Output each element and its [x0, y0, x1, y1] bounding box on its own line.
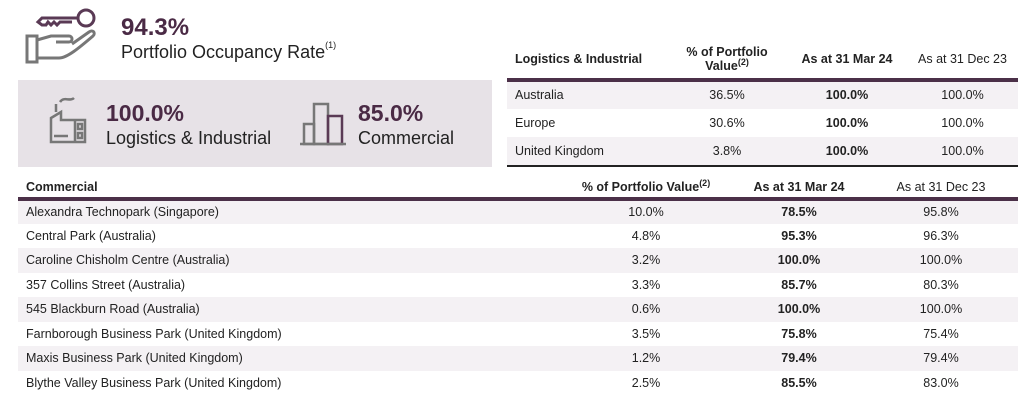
portfolio-value: 30.6%: [709, 115, 745, 130]
commercial-occupancy: 85.0%: [358, 100, 424, 126]
portfolio-value: 3.5%: [631, 326, 661, 341]
occupancy-dec23: 96.3%: [923, 228, 959, 243]
occupancy-dec23: 100.0%: [941, 88, 984, 103]
table-row: Blythe Valley Business Park (United King…: [18, 371, 1018, 396]
portfolio-value: 3.3%: [631, 277, 661, 292]
occupancy-dec23: 95.8%: [923, 205, 959, 220]
occupancy-dec23: 79.4%: [923, 351, 959, 366]
occupancy-mar24: 79.4%: [781, 351, 817, 366]
row-label: 357 Collins Street (Australia): [26, 277, 186, 292]
col-header-portfolio-value: % of Portfolio Value(2): [686, 45, 768, 73]
occupancy-dec23: 80.3%: [923, 277, 959, 292]
segment-panel: [18, 80, 492, 167]
table-row: 545 Blackburn Road (Australia) 0.6% 100.0%…: [18, 297, 1018, 322]
table-row: Central Park (Australia) 4.8% 95.3% 96.3%: [18, 224, 1018, 249]
portfolio-value: 2.5%: [631, 375, 661, 390]
li-label: Logistics & Industrial: [106, 128, 272, 148]
row-label: Alexandra Technopark (Singapore): [26, 205, 219, 220]
occupancy-mar24: 85.5%: [781, 375, 817, 390]
table-row: Caroline Chisholm Centre (Australia) 3.2%…: [18, 248, 1018, 273]
col-header-segment: Logistics & Industrial: [515, 52, 643, 66]
occupancy-mar24: 100.0%: [825, 115, 869, 130]
row-label: Europe: [515, 115, 556, 130]
table-row: 357 Collins Street (Australia) 3.3% 85.7% 8…: [18, 273, 1018, 298]
row-label: Central Park (Australia): [26, 228, 156, 243]
row-label: Blythe Valley Business Park (United King…: [26, 375, 282, 390]
occupancy-mar24: 75.8%: [781, 326, 817, 341]
row-label: 545 Blackburn Road (Australia): [26, 302, 200, 317]
table-row: Maxis Business Park (United Kingdom) 1.2%…: [18, 346, 1018, 371]
portfolio-value: 0.6%: [631, 302, 661, 317]
col-header-asset: Commercial: [26, 179, 98, 194]
commercial-table: Commercial % of Portfolio Value(2) As at…: [18, 176, 1018, 395]
occupancy-mar24: 85.7%: [781, 277, 817, 292]
row-label: Maxis Business Park (United Kingdom): [26, 351, 243, 366]
row-label: Farnborough Business Park (United Kingdo…: [26, 326, 282, 341]
col-header-portfolio-value: % of Portfolio Value(2): [581, 177, 711, 194]
occupancy-dec23: 100.0%: [941, 143, 984, 158]
occupancy-mar24: 100.0%: [825, 88, 869, 103]
occupancy-mar24: 95.3%: [781, 228, 817, 243]
occupancy-dec23: 100.0%: [941, 115, 984, 130]
portfolio-value: 1.2%: [631, 351, 661, 366]
row-label: Caroline Chisholm Centre (Australia): [26, 253, 230, 268]
portfolio-value: 4.8%: [631, 228, 661, 243]
col-header-mar24: As at 31 Mar 24: [753, 179, 845, 194]
occupancy-rate: 94.3%: [121, 14, 190, 41]
occupancy-mar24: 100.0%: [825, 143, 869, 158]
factory-icon: [49, 96, 87, 144]
table-row: Australia 36.5% 100.0% 100.0%: [507, 80, 1018, 109]
occupancy-dec23: 75.4%: [923, 326, 959, 341]
hand-key-icon: [25, 8, 96, 64]
col-header-dec23: As at 31 Dec 23: [896, 179, 986, 194]
commercial-label: Commercial: [358, 128, 455, 148]
portfolio-value: 3.2%: [631, 253, 661, 268]
occupancy-mar24: 100.0%: [777, 302, 821, 317]
table-row: United Kingdom 3.8% 100.0% 100.0%: [507, 137, 1018, 166]
row-label: United Kingdom: [515, 143, 604, 158]
table-row: Europe 30.6% 100.0% 100.0%: [507, 109, 1018, 138]
logistics-industrial-table: Logistics & Industrial % of Portfolio Va…: [507, 40, 1018, 167]
occupancy-dec23: 100.0%: [919, 302, 963, 317]
portfolio-value: 36.5%: [709, 88, 745, 103]
occupancy-label: Portfolio Occupancy Rate(1): [121, 40, 337, 62]
portfolio-value: 3.8%: [712, 143, 742, 158]
col-header-mar24: As at 31 Mar 24: [801, 52, 893, 66]
occupancy-dec23: 100.0%: [919, 253, 963, 268]
li-occupancy: 100.0%: [106, 100, 185, 126]
portfolio-value: 10.0%: [628, 205, 664, 220]
occupancy-dec23: 83.0%: [923, 375, 959, 390]
row-label: Australia: [515, 88, 564, 103]
col-header-dec23: As at 31 Dec 23: [918, 52, 1007, 66]
table-row: Farnborough Business Park (United Kingdo…: [18, 322, 1018, 347]
occupancy-mar24: 78.5%: [781, 205, 817, 220]
occupancy-mar24: 100.0%: [777, 253, 821, 268]
buildings-icon: [300, 102, 346, 146]
table-row: Alexandra Technopark (Singapore) 10.0% 78.…: [18, 199, 1018, 224]
